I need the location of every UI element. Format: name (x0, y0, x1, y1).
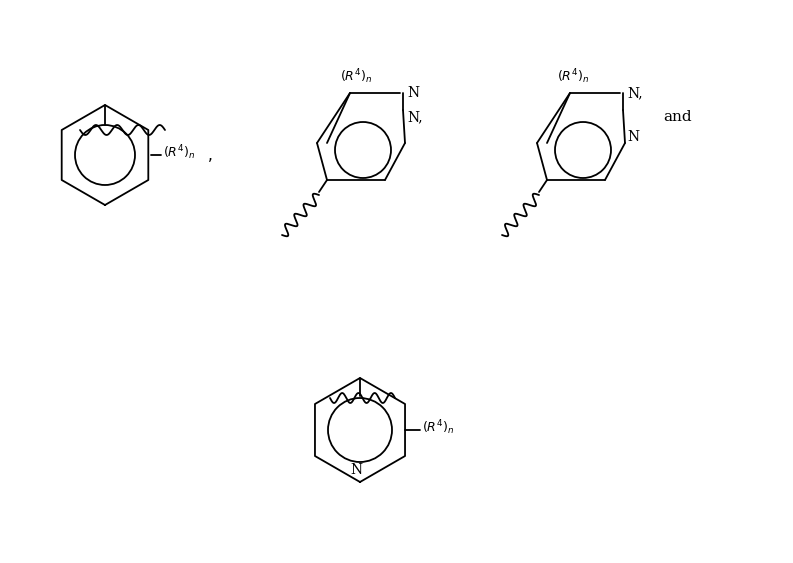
Text: $(R^4)_n$: $(R^4)_n$ (340, 68, 372, 86)
Text: N: N (350, 463, 362, 477)
Text: N: N (627, 130, 639, 144)
Text: N,: N, (627, 86, 642, 100)
Text: ,: , (208, 148, 213, 163)
Text: $(R^4)_n$: $(R^4)_n$ (163, 144, 195, 162)
Text: $(R^4)_n$: $(R^4)_n$ (557, 68, 589, 86)
Text: $(R^4)_n$: $(R^4)_n$ (422, 419, 454, 437)
Text: N,: N, (407, 110, 423, 124)
Text: and: and (663, 110, 691, 124)
Text: N: N (407, 86, 419, 100)
